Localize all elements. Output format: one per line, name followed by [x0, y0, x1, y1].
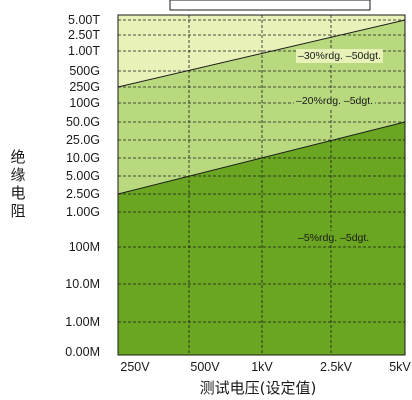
- grid-horizontal: [118, 19, 405, 323]
- y-tick-label: 1.00M: [65, 315, 100, 329]
- y-tick-label: 10.0G: [66, 151, 100, 165]
- grid-vertical: [188, 15, 332, 355]
- band-label-bg: [294, 94, 376, 108]
- y-tick-label: 5.00T: [68, 13, 100, 27]
- y-tick-label: 250G: [69, 80, 100, 94]
- band-label-30pct: –30%rdg. –50dgt.: [298, 50, 381, 62]
- y-tick-label: 2.50T: [68, 28, 100, 42]
- y-tick-label: 5.00G: [66, 169, 100, 183]
- plot-frame: [117, 14, 406, 356]
- y-tick-label: 1.00G: [66, 205, 100, 219]
- x-axis-ticks: 250V 500V 1kV 2.5kV 5kV: [120, 360, 411, 374]
- header-frame: [169, 0, 371, 11]
- band-label-5pct: –5%rdg. –5dgt.: [298, 232, 369, 244]
- x-tick-label: 250V: [120, 360, 150, 374]
- x-axis-title: 测试电压(设定值): [200, 379, 317, 397]
- x-tick-label: 2.5kV: [320, 360, 353, 374]
- band-label-20pct: –20%rdg. –5dgt.: [296, 95, 373, 107]
- y-axis-title-char: 缘: [10, 166, 25, 184]
- boundary-5pct-line: [117, 121, 406, 195]
- x-tick-label: 1kV: [251, 360, 273, 374]
- y-tick-label: 1.00T: [68, 44, 100, 58]
- band-30pct: [118, 15, 405, 87]
- x-tick-label: 500V: [190, 360, 220, 374]
- band-label-bg: [296, 49, 383, 63]
- y-tick-label: 2.50G: [66, 187, 100, 201]
- x-tick-label: 5kV: [389, 360, 411, 374]
- band-label-bg: [296, 231, 372, 245]
- y-axis-title-char: 电: [10, 184, 25, 202]
- y-tick-label: 25.0G: [66, 133, 100, 147]
- y-tick-label: 500G: [69, 64, 100, 78]
- y-tick-label: 100G: [69, 96, 100, 110]
- y-axis-title-char: 阻: [10, 202, 25, 220]
- y-axis-title-char: 绝: [10, 148, 25, 166]
- band-5pct: [118, 122, 405, 355]
- y-tick-label: 100M: [69, 240, 100, 254]
- boundary-20pct-line: [117, 19, 406, 88]
- y-tick-label: 50.0G: [66, 115, 100, 129]
- y-tick-label: 10.0M: [65, 277, 100, 291]
- band-20pct: [118, 20, 405, 194]
- y-tick-label: 0.00M: [65, 345, 100, 359]
